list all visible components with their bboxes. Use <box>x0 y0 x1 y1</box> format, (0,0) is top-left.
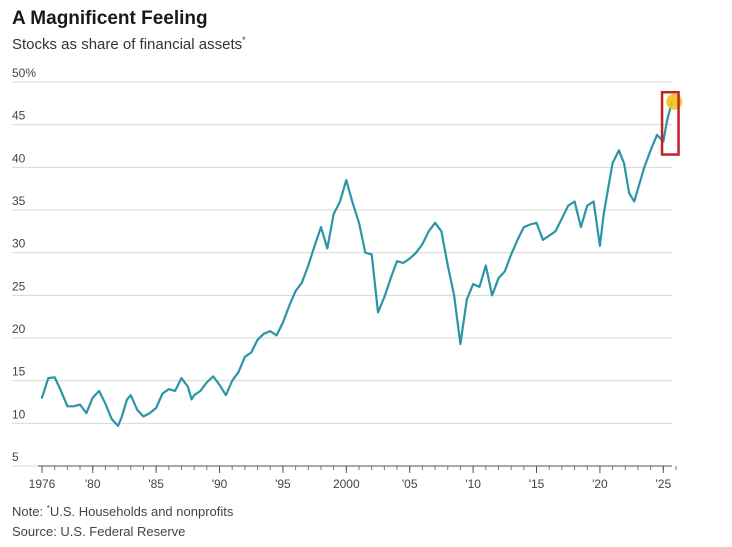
note-marker: * <box>46 504 50 513</box>
x-tick-label: '15 <box>529 477 545 491</box>
x-axis: 1976 '80 '85 '90 '95 2000 '05 '10 '15 '20 '25 <box>29 465 677 491</box>
y-tick-label: 10 <box>12 407 26 421</box>
subtitle-text: Stocks as share of financial assets <box>12 36 243 53</box>
series-line-0 <box>40 99 674 427</box>
line-chart: 50% 45 40 35 30 25 20 15 10 5 1976 '80 '85 '90 '95 200… <box>12 66 683 491</box>
footnote: Note: *U.S. Households and nonprofits <box>12 504 233 519</box>
y-tick-label: 45 <box>12 109 26 123</box>
highlight-box <box>660 90 680 156</box>
chart-title: A Magnificent Feeling <box>12 8 208 29</box>
grid-lines <box>12 81 672 467</box>
y-tick-label: 50% <box>12 66 36 80</box>
x-tick-label: '20 <box>592 477 608 491</box>
y-tick-label: 15 <box>12 365 26 379</box>
y-tick-label: 25 <box>12 279 26 293</box>
y-tick-label: 40 <box>12 151 26 165</box>
note-text: U.S. Households and nonprofits <box>49 504 234 519</box>
x-tick-label: '05 <box>402 477 418 491</box>
x-tick-label: '80 <box>85 477 101 491</box>
x-tick-label: '85 <box>148 477 164 491</box>
x-tick-label: '95 <box>275 477 291 491</box>
x-tick-label: 1976 <box>29 477 56 491</box>
y-tick-label: 5 <box>12 450 19 464</box>
x-tick-label: '90 <box>212 477 228 491</box>
y-tick-label: 35 <box>12 194 26 208</box>
subtitle-footnote-marker: * <box>242 35 246 45</box>
highlight-dot <box>666 93 683 110</box>
x-tick-label: '25 <box>655 477 671 491</box>
x-tick-label: '10 <box>465 477 481 491</box>
note-prefix: Note: <box>12 504 47 519</box>
chart-subtitle: Stocks as share of financial assets* <box>12 35 246 53</box>
y-axis-labels: 50% 45 40 35 30 25 20 15 10 5 <box>12 66 36 464</box>
x-tick-label: 2000 <box>333 477 360 491</box>
series-layer <box>40 99 674 427</box>
highlight-layer <box>660 90 683 156</box>
y-tick-label: 20 <box>12 322 26 336</box>
source-line: Source: U.S. Federal Reserve <box>12 524 186 539</box>
y-tick-label: 30 <box>12 237 26 251</box>
